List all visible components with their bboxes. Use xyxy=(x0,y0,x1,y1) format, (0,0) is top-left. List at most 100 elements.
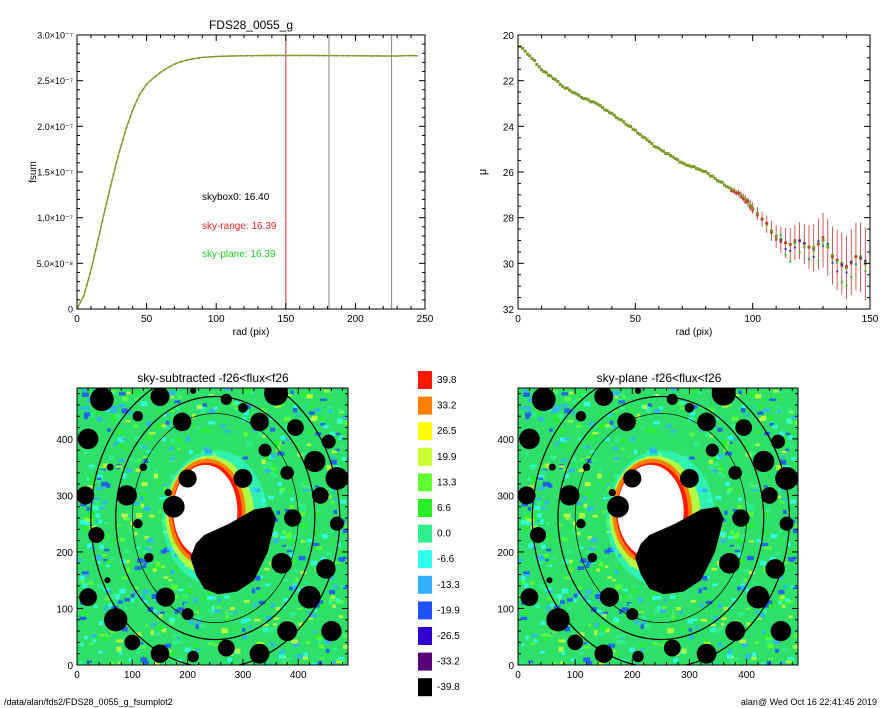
noise-pixel xyxy=(86,543,94,549)
noise-pixel xyxy=(319,416,324,421)
mu-point xyxy=(669,154,673,158)
noise-pixel xyxy=(315,611,320,614)
noise-pixel xyxy=(780,595,785,599)
noise-pixel xyxy=(663,598,667,603)
noise-pixel xyxy=(581,393,588,397)
mu-point-sky-range xyxy=(859,257,862,260)
noise-pixel xyxy=(205,428,211,434)
mu-point xyxy=(715,179,719,183)
noise-pixel xyxy=(745,607,751,610)
noise-pixel xyxy=(162,425,170,429)
noise-pixel xyxy=(591,458,596,462)
noise-pixel xyxy=(762,530,767,536)
noise-pixel xyxy=(739,639,747,644)
noise-pixel xyxy=(177,636,181,639)
noise-pixel xyxy=(745,501,749,507)
noise-pixel xyxy=(613,617,620,623)
noise-pixel xyxy=(737,505,743,510)
noise-pixel xyxy=(148,432,156,435)
x-tick-label: 300 xyxy=(235,670,252,681)
noise-pixel xyxy=(136,513,143,518)
noise-pixel xyxy=(299,523,307,529)
noise-pixel xyxy=(134,594,141,599)
noise-pixel xyxy=(763,603,769,608)
noise-pixel xyxy=(290,559,295,565)
noise-pixel xyxy=(700,603,704,608)
noise-pixel xyxy=(126,391,131,395)
noise-pixel xyxy=(83,450,89,455)
noise-pixel xyxy=(214,608,221,613)
mu-point xyxy=(821,238,825,242)
noise-pixel xyxy=(81,392,89,397)
noise-pixel xyxy=(80,643,84,647)
mu-point xyxy=(732,188,736,192)
noise-pixel xyxy=(336,432,341,436)
mu-point xyxy=(626,124,630,128)
masked-star xyxy=(770,620,792,642)
noise-pixel xyxy=(657,605,661,610)
noise-pixel xyxy=(143,589,149,595)
noise-pixel xyxy=(299,504,306,508)
masked-star xyxy=(684,402,695,413)
noise-pixel xyxy=(329,486,334,492)
noise-pixel xyxy=(332,648,338,652)
noise-pixel xyxy=(134,506,140,511)
masked-star xyxy=(608,488,616,497)
noise-pixel xyxy=(588,624,592,627)
mu-point-blue xyxy=(812,255,815,258)
noise-pixel xyxy=(536,411,541,415)
mu-point-sky-range xyxy=(779,240,783,244)
mu-point xyxy=(744,198,748,202)
masked-star xyxy=(77,486,95,505)
noise-pixel xyxy=(121,396,129,402)
noise-pixel xyxy=(757,617,762,620)
noise-pixel xyxy=(154,468,159,472)
noise-pixel xyxy=(195,405,200,411)
noise-pixel xyxy=(689,456,695,460)
noise-pixel xyxy=(705,594,711,597)
noise-pixel xyxy=(125,409,132,415)
noise-pixel xyxy=(619,407,625,411)
y-tick-label: 400 xyxy=(497,435,514,446)
noise-pixel xyxy=(286,394,292,397)
annotation-sky-range: sky-range: 16.39 xyxy=(202,221,277,232)
noise-pixel xyxy=(523,392,530,397)
noise-pixel xyxy=(164,413,170,416)
noise-pixel xyxy=(293,579,298,584)
noise-pixel xyxy=(605,498,611,502)
noise-pixel xyxy=(530,510,536,515)
noise-pixel xyxy=(258,600,266,605)
noise-pixel xyxy=(616,639,624,645)
noise-pixel xyxy=(124,420,131,423)
mu-point-sky-plane xyxy=(822,243,825,246)
mu-point xyxy=(563,86,567,90)
noise-pixel xyxy=(86,518,93,523)
noise-pixel xyxy=(566,549,573,554)
noise-pixel xyxy=(100,553,107,559)
mu-point xyxy=(654,145,658,149)
masked-star xyxy=(546,577,553,584)
noise-pixel xyxy=(91,633,96,638)
noise-pixel xyxy=(730,544,735,547)
noise-pixel xyxy=(540,519,544,525)
mu-point-sky-plane xyxy=(836,261,839,264)
noise-pixel xyxy=(518,559,523,563)
noise-pixel xyxy=(266,462,272,467)
noise-pixel xyxy=(551,409,559,414)
noise-pixel xyxy=(776,495,782,499)
noise-pixel xyxy=(94,479,101,483)
noise-pixel xyxy=(784,561,791,564)
noise-pixel xyxy=(305,484,310,490)
noise-pixel xyxy=(794,420,798,426)
noise-pixel xyxy=(79,575,85,580)
noise-pixel xyxy=(269,627,276,631)
noise-pixel xyxy=(224,388,232,391)
y-tick-label: 30 xyxy=(503,259,515,270)
noise-pixel xyxy=(201,449,207,453)
noise-pixel xyxy=(526,513,532,518)
noise-pixel xyxy=(768,657,774,660)
mu-point xyxy=(535,62,539,66)
noise-pixel xyxy=(200,407,207,413)
noise-pixel xyxy=(126,567,130,573)
mu-point xyxy=(650,142,654,146)
